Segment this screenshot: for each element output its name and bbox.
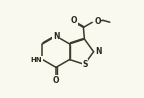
Text: N: N xyxy=(53,32,59,41)
Text: O: O xyxy=(53,76,59,85)
Text: O: O xyxy=(94,17,101,26)
Text: N: N xyxy=(95,47,102,56)
Text: S: S xyxy=(82,60,87,69)
Text: O: O xyxy=(71,16,77,25)
Text: HN: HN xyxy=(31,57,42,63)
